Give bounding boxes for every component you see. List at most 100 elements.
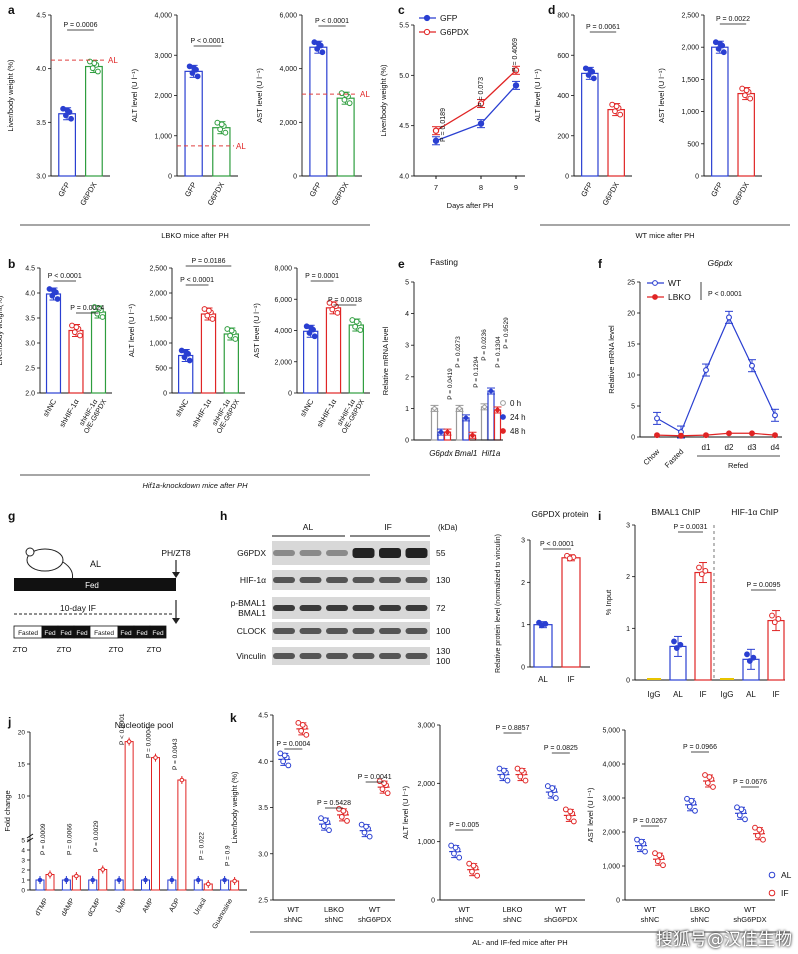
y-axis-label: Fold change — [3, 790, 12, 831]
p-value-label: P = 0.9529 — [503, 317, 510, 349]
axis-break — [26, 833, 34, 839]
panel-letter-k: k — [230, 711, 237, 725]
bar-G6PDX — [212, 127, 231, 177]
x-tick-label: AL — [746, 690, 756, 699]
y-tick-label: 1 — [521, 622, 525, 629]
data-point — [100, 867, 106, 872]
p-value-label: P = 0.005 — [449, 822, 479, 829]
data-point — [77, 332, 83, 339]
data-point — [612, 108, 618, 115]
blot-strip — [272, 622, 430, 640]
y-axis-label: Liver/body weight (%) — [230, 771, 239, 844]
blot-band — [273, 550, 295, 556]
p-value-label: P < 0.0001 — [315, 18, 349, 25]
y-tick-label: 1,000 — [417, 839, 435, 846]
y-tick-label: 4.5 — [25, 266, 35, 273]
y-tick-label: 2,000 — [681, 45, 699, 52]
data-point — [567, 808, 574, 815]
y-tick-label: 10 — [627, 373, 635, 380]
condition-label: IF — [384, 522, 392, 532]
data-point — [512, 82, 520, 89]
p-value-label: P < 0.0001 — [48, 273, 82, 280]
data-point — [660, 862, 666, 869]
x-tick-label: shNC — [503, 915, 522, 924]
blot-strip — [272, 597, 430, 619]
bar-G6PDX — [84, 65, 103, 177]
y-tick-label: 15 — [18, 762, 26, 769]
x-tick-label: WT — [555, 905, 567, 914]
bar-shNC — [45, 293, 62, 394]
p-value-label: P = 0.0004 — [146, 726, 153, 758]
y-tick-label: 1 — [21, 878, 25, 885]
data-point — [209, 316, 216, 322]
y-axis-label: Liver/body weight (%) — [6, 59, 15, 132]
y-tick-label: 2.5 — [258, 898, 268, 905]
p-value-label: P = 0.0419 — [447, 368, 454, 400]
data-point — [477, 100, 485, 107]
condition-label: AL — [303, 522, 314, 532]
p-value-label: P < 0.0001 — [708, 291, 742, 298]
bar-shHIF-1α — [325, 307, 342, 394]
data-point — [654, 858, 661, 865]
chart-a3: 0 2,000 4,000 6,000 AST level (U l⁻¹) GFP G6PD… — [255, 13, 370, 208]
mouse-ear-icon — [25, 547, 35, 557]
bar-G6PDX — [336, 97, 355, 177]
bar-shHIF-1α O/E-G6PDX — [223, 333, 239, 394]
y-axis-label: Relative protein level (normalized to vi… — [495, 534, 502, 673]
y-tick-label: 5,000 — [602, 728, 620, 735]
y-tick-label: 3.0 — [25, 341, 35, 348]
bar-shHIF-1α O/E-G6PDX — [348, 324, 364, 394]
protein-label: BMAL1 — [238, 608, 266, 618]
data-point — [232, 336, 239, 342]
data-point — [504, 777, 511, 784]
data-point — [68, 115, 74, 122]
legend-k: AL IF — [768, 870, 792, 898]
series-line-LBKO — [656, 432, 776, 437]
y-tick-label: 600 — [557, 53, 569, 60]
data-point — [501, 767, 507, 774]
data-point — [73, 324, 80, 331]
x-tick-label: WT — [287, 905, 299, 914]
data-point — [565, 814, 572, 821]
panel-letter-h: h — [220, 509, 227, 523]
data-point — [95, 68, 101, 75]
panel-letter-e: e — [398, 257, 405, 271]
y-tick-label: 4.5 — [258, 713, 268, 720]
x-tick-label: shNC — [641, 915, 660, 924]
x-tick-label: shG6PDX — [544, 915, 577, 924]
blot-band — [299, 550, 322, 556]
kda-header: (kDa) — [438, 523, 458, 532]
data-point — [463, 415, 469, 421]
y-tick-label: 3,000 — [602, 796, 620, 803]
data-point — [736, 812, 743, 819]
x-tick-label: AL — [673, 690, 683, 699]
data-point — [613, 103, 620, 110]
y-tick-label: 0 — [521, 665, 525, 672]
chart-title: HIF-1α ChIP — [731, 507, 779, 517]
chart-c: 4.0 4.5 5.0 5.5 Liver/body weight (%) GFP G6PD… — [379, 13, 525, 210]
x-tick-label: IF — [699, 690, 706, 699]
chart-title: G6pdx — [707, 258, 733, 268]
y-tick-label: 6,000 — [274, 297, 292, 304]
p-value-label: P = 0.0004 — [276, 741, 310, 748]
segment-label: Fed — [60, 630, 72, 637]
zt-label: PH/ZT8 — [161, 548, 191, 558]
legend-label: WT — [668, 278, 681, 288]
protein-label: Vinculin — [236, 651, 266, 661]
y-axis-label: Liver/body weight (%) — [379, 64, 388, 137]
protein-label: G6PDX — [237, 548, 266, 558]
bar-shHIF-1α O/E-G6PDX — [90, 311, 107, 394]
y-tick-label: 500 — [687, 141, 699, 148]
zto-label: ZTO — [109, 645, 124, 654]
blot-band — [405, 577, 428, 583]
chart-title: BMAL1 ChIP — [651, 507, 700, 517]
blot-band — [326, 605, 348, 611]
data-point — [298, 727, 305, 734]
y-tick-label: 3 — [626, 523, 630, 530]
y-tick-label: 3,000 — [417, 723, 435, 730]
data-point — [754, 832, 761, 839]
y-tick-label: 3.5 — [25, 316, 35, 323]
data-point — [696, 564, 702, 571]
y-tick-label: 4.0 — [399, 174, 409, 181]
